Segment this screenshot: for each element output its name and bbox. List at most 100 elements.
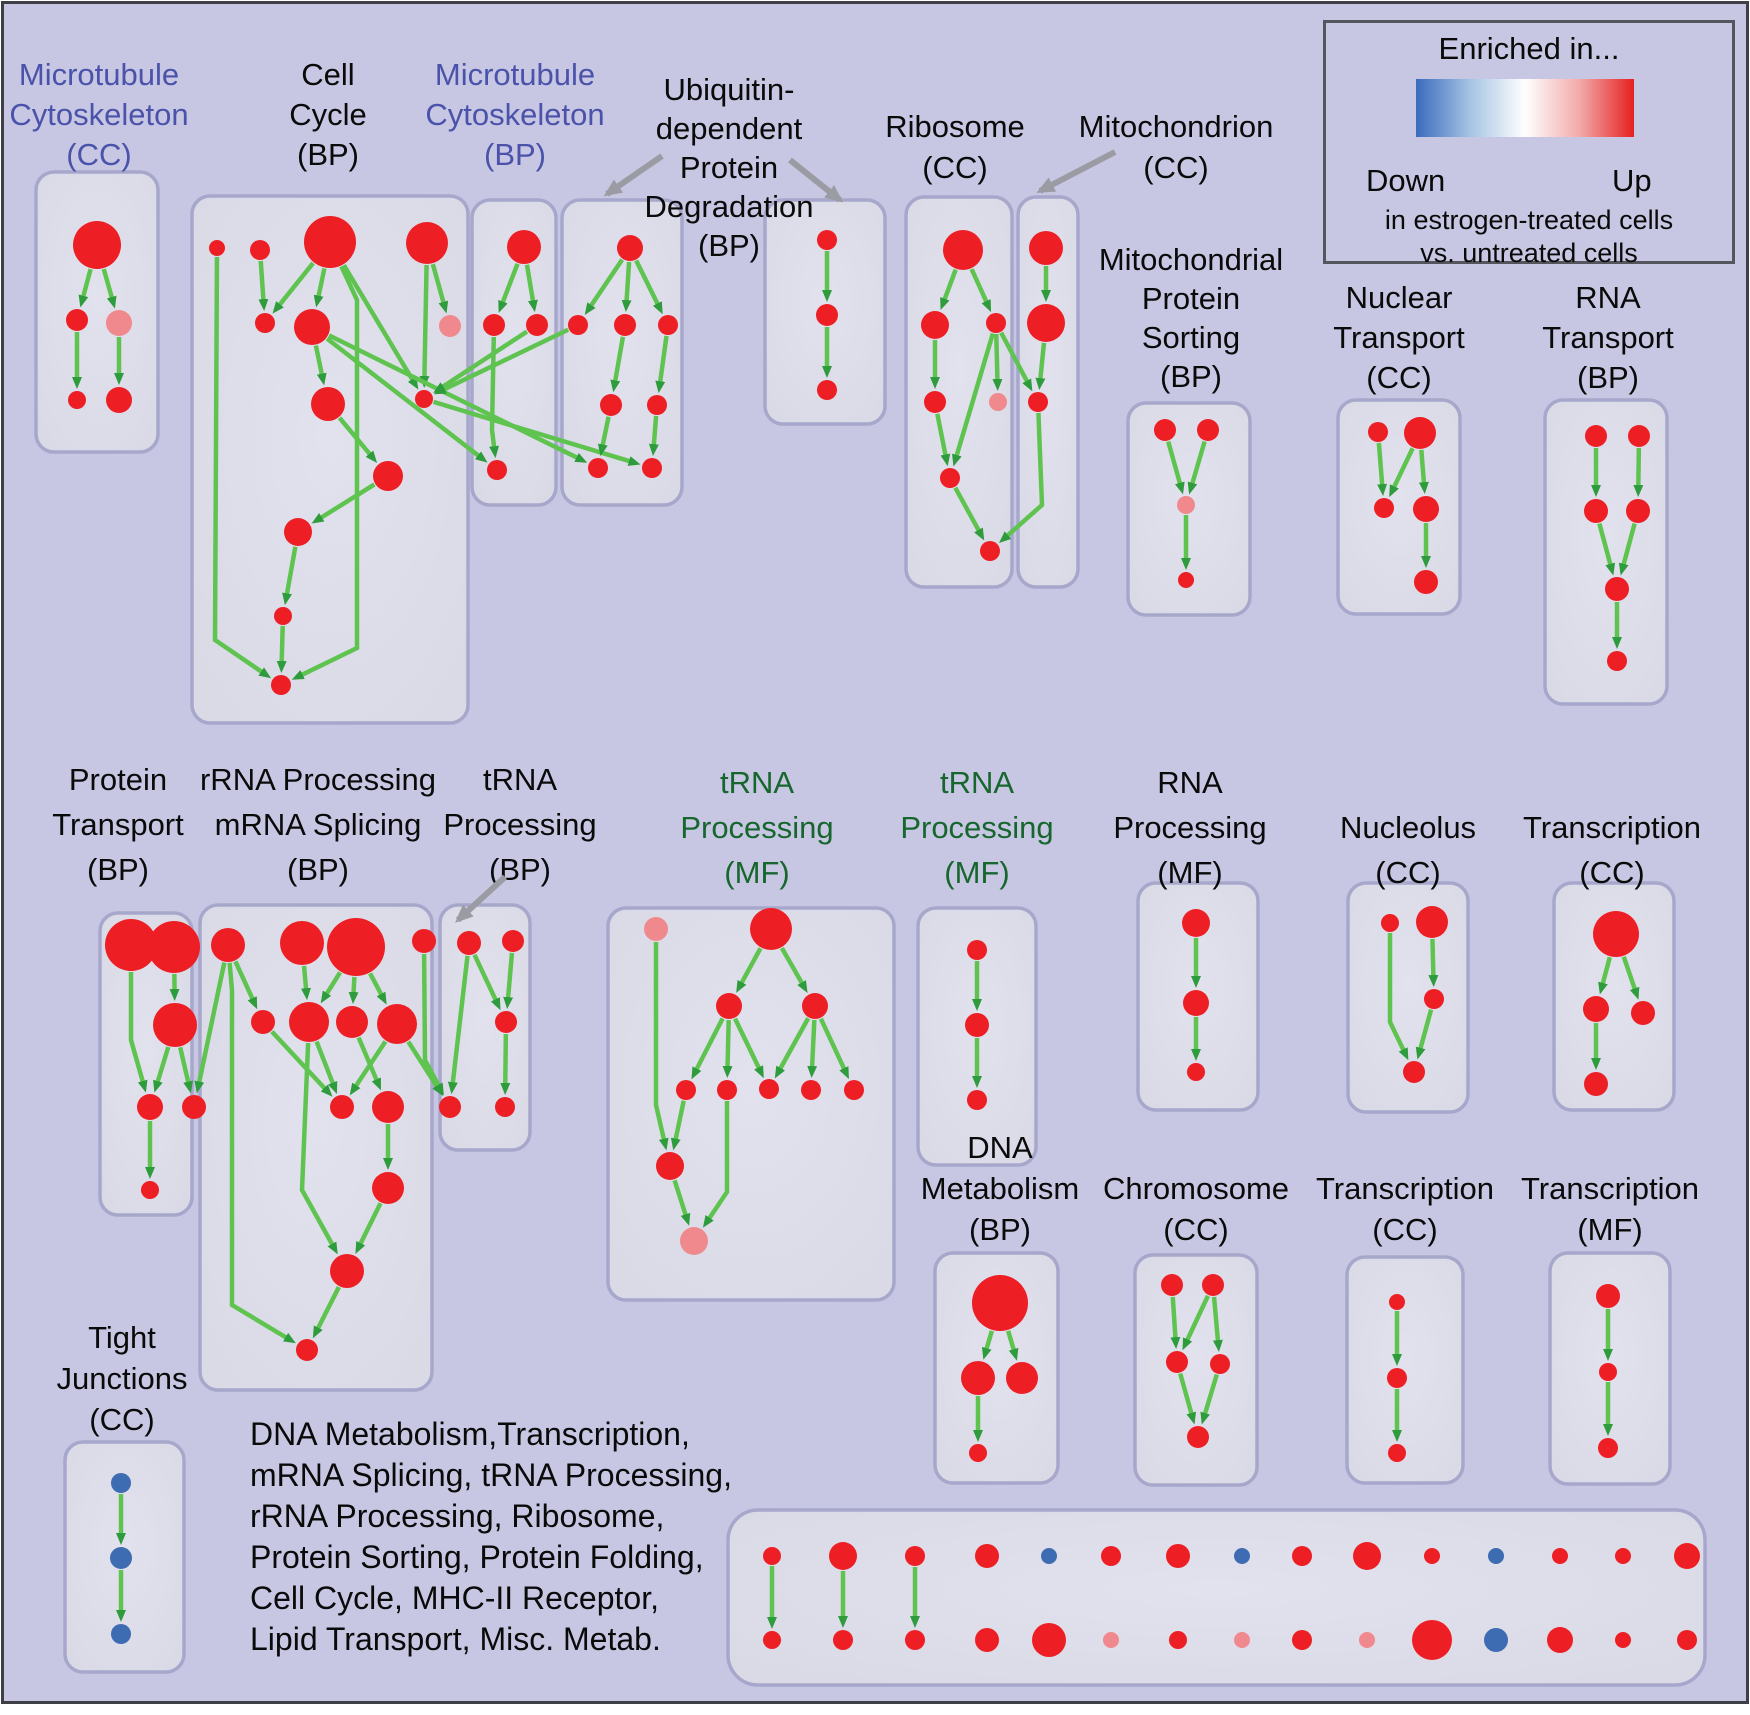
go-term-node-bt4 (975, 1544, 999, 1568)
label-ubiquitin-degradation-line1: Ubiquitin- (664, 72, 795, 107)
label-mitochondrial-protein-sorting-line2: Protein (1142, 281, 1240, 316)
go-term-node-mi3 (1028, 392, 1048, 412)
go-term-node-ms1 (1154, 419, 1176, 441)
go-term-node-tb3 (495, 1011, 517, 1033)
label-ubiquitin-degradation-line3: Protein (680, 150, 778, 185)
go-term-node-cc10 (373, 461, 403, 491)
edge-rr6-rr9 (314, 1040, 338, 1094)
go-term-node-cc9 (415, 390, 433, 408)
go-term-node-mb3 (526, 314, 548, 336)
edge-rr1-rr5 (233, 960, 258, 1010)
label-transcription-mf-line2: (MF) (1577, 1212, 1642, 1247)
label-mitochondrial-protein-sorting-line3: Sorting (1142, 320, 1240, 355)
go-term-node-rr5 (251, 1010, 275, 1034)
label-tight-junctions-line2: Junctions (57, 1361, 188, 1396)
go-term-node-rt4 (1626, 499, 1650, 523)
label-rrna-mrna-line2: mRNA Splicing (215, 807, 422, 842)
edge-ub6-ub8 (648, 415, 659, 457)
go-term-node-rb2 (921, 311, 949, 339)
go-term-node-cc11 (284, 518, 312, 546)
caption-line4: Protein Sorting, Protein Folding, (250, 1539, 704, 1575)
edge-mb1-mb3 (524, 264, 538, 313)
edge-mb3-cc9 (433, 329, 529, 393)
edge-ub2-cc9 (433, 327, 570, 395)
label-rrna-mrna-line3: (BP) (287, 852, 349, 887)
label-dna-metabolism-line1: DNA (967, 1130, 1033, 1165)
go-term-node-ub1 (617, 235, 643, 261)
edge-rr8-tb4 (406, 1040, 444, 1097)
go-term-node-bb10 (1359, 1632, 1375, 1648)
go-term-node-ch5 (1187, 1426, 1209, 1448)
legend-up-label: Up (1612, 163, 1652, 198)
go-term-node-t23 (967, 1090, 987, 1110)
go-term-node-rr13 (296, 1339, 318, 1361)
go-term-node-nt2 (1404, 417, 1436, 449)
edge-cc8-cc10 (337, 416, 378, 463)
label-transcription-cc-bottom-line2: (CC) (1372, 1212, 1437, 1247)
label-rrna-mrna-line1: rRNA Processing (200, 762, 436, 797)
go-term-node-bb13 (1547, 1627, 1573, 1653)
edge-nu1-nu4 (1387, 933, 1409, 1061)
go-term-node-ub7 (588, 458, 608, 478)
go-term-node-t32 (1387, 1368, 1407, 1388)
label-rna-transport-line1: RNA (1575, 280, 1641, 315)
go-term-node-bt12 (1488, 1548, 1504, 1564)
go-term-node-t21 (967, 940, 987, 960)
edge-dm1-dm3 (1006, 1330, 1019, 1361)
go-term-node-tb2 (502, 930, 524, 952)
label-ubiquitin-degradation-line5: (BP) (698, 228, 760, 263)
edge-tc1-tc3 (1621, 955, 1640, 1000)
go-term-node-rt1 (1585, 425, 1607, 447)
go-term-node-t33 (1388, 1444, 1406, 1462)
label-nuclear-transport-line1: Nuclear (1346, 280, 1453, 315)
go-term-node-cc6 (294, 309, 330, 345)
go-term-node-tm5 (676, 1080, 696, 1100)
edge-dm1-dm2 (981, 1330, 994, 1360)
go-term-node-ms3 (1177, 496, 1195, 514)
edge-tm4-tm7 (774, 1017, 811, 1079)
go-term-node-cc13 (271, 675, 291, 695)
cluster-box-microtubule-cc (34, 170, 160, 454)
edge-rb3-rb5 (992, 333, 1003, 392)
edge-tm1-tm10 (653, 942, 669, 1151)
go-term-node-mb1 (507, 230, 541, 264)
edge-ms1-ms3 (1166, 440, 1185, 495)
go-term-node-bb7 (1169, 1631, 1187, 1649)
cluster-box-mitochondrion (1016, 195, 1080, 589)
edge-rb1-rb2 (940, 268, 958, 311)
label-mitochondrial-protein-sorting-line1: Mitochondrial (1099, 242, 1283, 277)
edge-rr2-rr6 (301, 965, 311, 1001)
edge-cc4-cc9 (419, 264, 430, 389)
go-term-node-rr4 (412, 929, 436, 953)
label-ribosome-line1: Ribosome (885, 109, 1025, 144)
go-term-node-pt3 (153, 1003, 197, 1047)
edge-cc4-cc7 (430, 263, 449, 314)
go-term-node-nt4 (1413, 496, 1439, 522)
edge-rb6-rb7 (953, 486, 985, 541)
edge-ub1-ub2 (584, 258, 625, 316)
edge-cc10-cc11 (311, 482, 376, 524)
go-term-node-tm9 (844, 1080, 864, 1100)
label-microtubule-cc-line3: (CC) (66, 137, 131, 172)
edge-cc6-mb4 (325, 336, 488, 463)
label-tight-junctions-line3: (CC) (89, 1402, 154, 1437)
go-term-node-rr8 (377, 1004, 417, 1044)
go-term-node-pt5 (182, 1095, 206, 1119)
go-term-node-ms2 (1197, 419, 1219, 441)
edge-tm5-tm10 (670, 1100, 686, 1151)
go-term-node-pt6 (141, 1181, 159, 1199)
edge-cc3-cc13 (291, 265, 360, 680)
legend-title: Enriched in... (1438, 31, 1620, 66)
go-term-node-bt14 (1615, 1548, 1631, 1564)
go-term-node-tb1 (457, 931, 481, 955)
edge-tb3-tb5 (500, 1033, 511, 1096)
go-term-node-tm7 (759, 1079, 779, 1099)
go-term-node-pt2 (148, 921, 200, 973)
label-rna-transport-line3: (BP) (1577, 360, 1639, 395)
edge-ub1-ub3 (621, 261, 632, 313)
edge-cc9-ub8 (432, 399, 641, 466)
caption-line1: DNA Metabolism,Transcription, (250, 1416, 690, 1452)
edge-ch1-ch3 (1170, 1296, 1181, 1350)
go-term-node-tb4 (439, 1096, 461, 1118)
